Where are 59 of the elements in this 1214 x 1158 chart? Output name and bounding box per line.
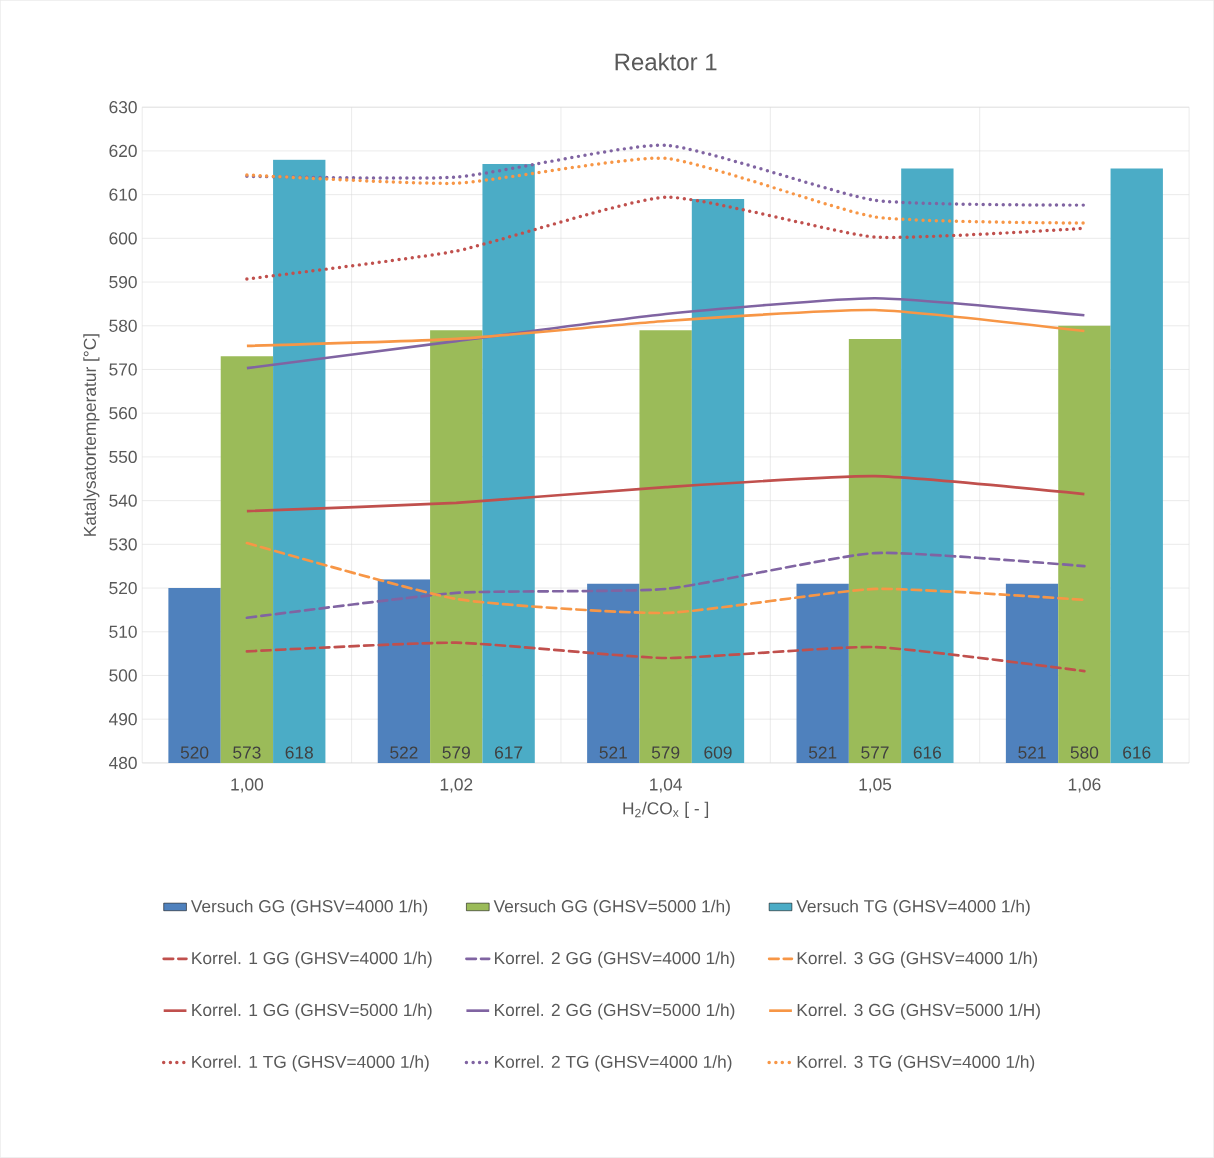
data-label: 580 — [1070, 746, 1099, 759]
data-label: 617 — [495, 746, 523, 759]
y-tick-label: 540 — [109, 494, 137, 507]
legend-label: Versuch GG (GHSV=4000 1/h) — [190, 899, 428, 916]
y-tick-label: 570 — [109, 363, 137, 376]
y-tick-label: 630 — [109, 101, 137, 114]
y-tick-label: 610 — [109, 188, 137, 201]
y-tick-label: 580 — [109, 319, 137, 332]
line-series — [245, 474, 1086, 513]
x-tick-label: 1,04 — [650, 778, 682, 793]
legend-label: Korrel. 3 TG (GHSV=4000 1/h) — [797, 1055, 1035, 1072]
data-label: 573 — [233, 746, 261, 759]
chart-title: Reaktor 1 — [615, 52, 717, 71]
line-series — [245, 308, 1086, 348]
data-label: 577 — [861, 746, 889, 759]
data-label: 616 — [913, 746, 942, 759]
line-series — [245, 641, 1086, 673]
data-label: 609 — [704, 746, 732, 759]
y-tick-label: 510 — [109, 625, 137, 638]
line-series — [245, 296, 1086, 370]
x-tick-label: 1,02 — [440, 778, 473, 793]
y-axis-title: Katalysatortemperatur [°C] — [83, 334, 100, 536]
x-axis-title: H$_{2}$/CO$_{x}$ [ - ] — [623, 801, 709, 818]
y-tick-label: 560 — [109, 407, 137, 420]
line-series — [245, 551, 1086, 620]
legend-label: Korrel. 1 GG (GHSV=4000 1/h) — [192, 951, 432, 968]
data-label: 521 — [808, 746, 837, 759]
x-tick-label: 1,06 — [1068, 778, 1101, 793]
y-tick-label: 590 — [109, 275, 137, 289]
line-series — [245, 143, 1087, 207]
data-label: 520 — [180, 746, 209, 759]
y-tick-label: 480 — [108, 756, 137, 770]
y-tick-label: 530 — [109, 538, 137, 551]
data-label: 522 — [390, 746, 418, 759]
legend-label: Korrel. 1 TG (GHSV=4000 1/h) — [192, 1055, 429, 1072]
y-tick-label: 620 — [109, 144, 137, 158]
legend-label: Korrel. 3 GG (GHSV=5000 1/H) — [797, 1003, 1040, 1020]
legend-label: Korrel. 3 GG (GHSV=4000 1/h) — [797, 951, 1038, 968]
legend-label: Versuch TG (GHSV=4000 1/h) — [796, 899, 1030, 916]
line-series — [245, 541, 1086, 615]
legend-label: Korrel. 2 GG (GHSV=4000 1/h) — [494, 951, 735, 968]
data-label: 579 — [442, 746, 470, 759]
data-label: 521 — [1018, 746, 1046, 759]
legend-label: Korrel. 2 GG (GHSV=5000 1/h) — [494, 1003, 735, 1020]
x-tick-label: 1,05 — [859, 778, 892, 793]
legend-label: Versuch GG (GHSV=5000 1/h) — [493, 899, 730, 916]
y-tick-label: 520 — [109, 581, 137, 595]
data-label: 579 — [651, 746, 680, 759]
y-tick-label: 500 — [109, 669, 137, 682]
x-tick-label: 1,00 — [231, 778, 264, 793]
line-series — [245, 156, 1087, 225]
data-label: 618 — [285, 746, 313, 759]
y-tick-label: 550 — [109, 450, 137, 464]
y-tick-label: 600 — [109, 232, 137, 245]
data-label: 521 — [599, 746, 627, 759]
legend-label: Korrel. 2 TG (GHSV=4000 1/h) — [494, 1055, 732, 1072]
data-label: 616 — [1123, 746, 1151, 759]
y-tick-label: 490 — [108, 713, 137, 726]
legend-label: Korrel. 1 GG (GHSV=5000 1/h) — [192, 1003, 432, 1020]
